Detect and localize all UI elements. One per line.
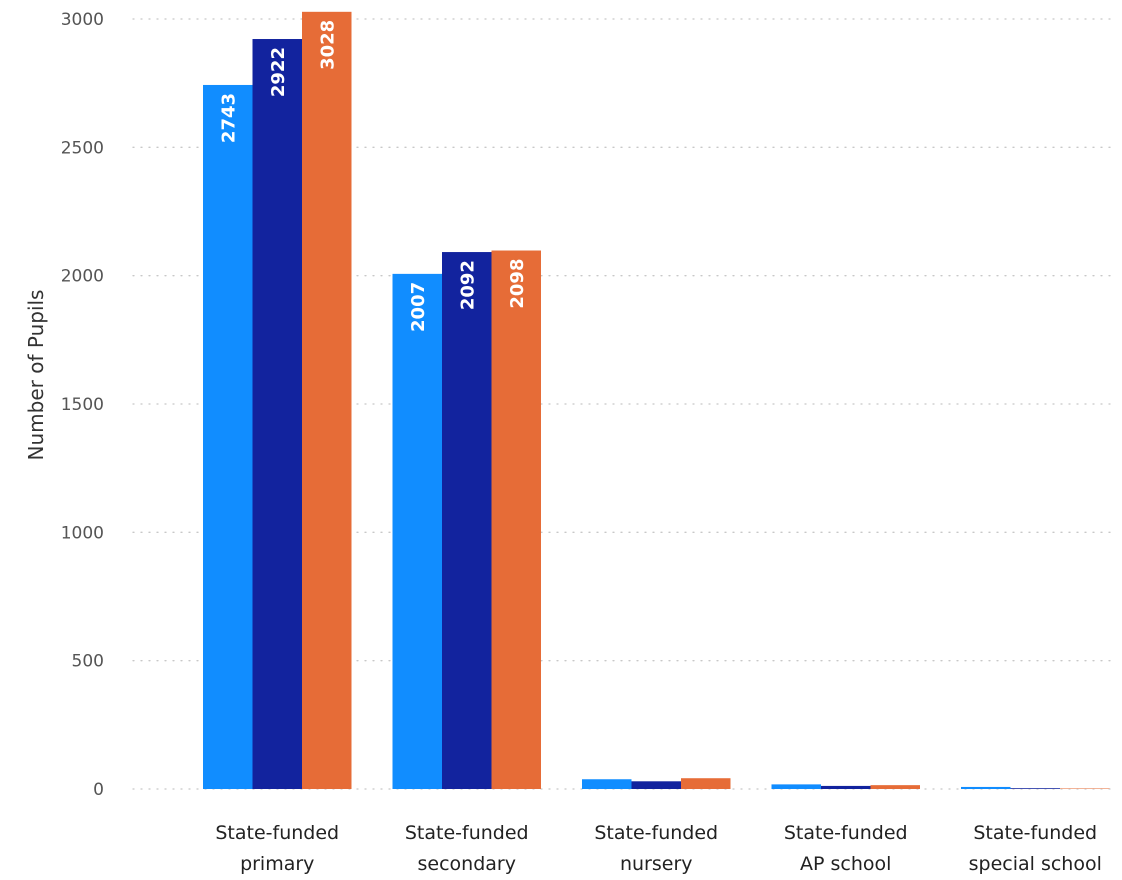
category-label: secondary [418,853,516,875]
y-tick-label: 0 [93,780,104,800]
bars [203,11,1110,790]
category-label: State-funded [784,822,908,844]
y-tick-label: 1000 [61,523,104,543]
y-tick-label: 2500 [61,138,104,158]
y-axis-ticks: 0 500 1000 1500 2000 2500 3000 [61,10,104,800]
data-label: 2922 [268,47,289,97]
bar [252,39,302,789]
bar [392,273,442,789]
bar [442,252,492,789]
bar [1010,788,1060,789]
y-tick-label: 1500 [61,395,104,415]
category-label: special school [969,853,1102,875]
bar [1060,788,1110,789]
category-label: State-funded [215,822,339,844]
y-axis-title: Number of Pupils [24,290,48,461]
gridlines [132,18,1113,790]
bar [681,778,731,789]
y-tick-label: 2000 [61,267,104,287]
bar [961,786,1011,789]
data-label: 2092 [458,260,479,310]
data-label: 2743 [219,93,240,143]
category-label: State-funded [405,822,529,844]
y-tick-label: 3000 [61,10,104,30]
bar [491,250,541,790]
category-labels: State-funded primary State-funded secondary… [215,822,1102,875]
bar [582,779,632,789]
category-label: nursery [620,853,693,875]
bar [821,785,871,789]
bar [203,84,253,790]
y-tick-label: 500 [72,652,104,672]
category-label: primary [240,853,314,875]
bar [771,784,821,789]
category-label: AP school [800,853,891,875]
category-label: State-funded [594,822,718,844]
data-label: 2007 [408,282,429,332]
data-label: 3028 [318,20,339,70]
category-label: State-funded [973,822,1097,844]
data-label: 2098 [507,259,528,309]
data-labels: 2743 2922 3028 2007 2092 2098 [219,20,529,332]
bar [870,785,920,789]
bar [631,781,681,789]
bar [302,11,352,789]
